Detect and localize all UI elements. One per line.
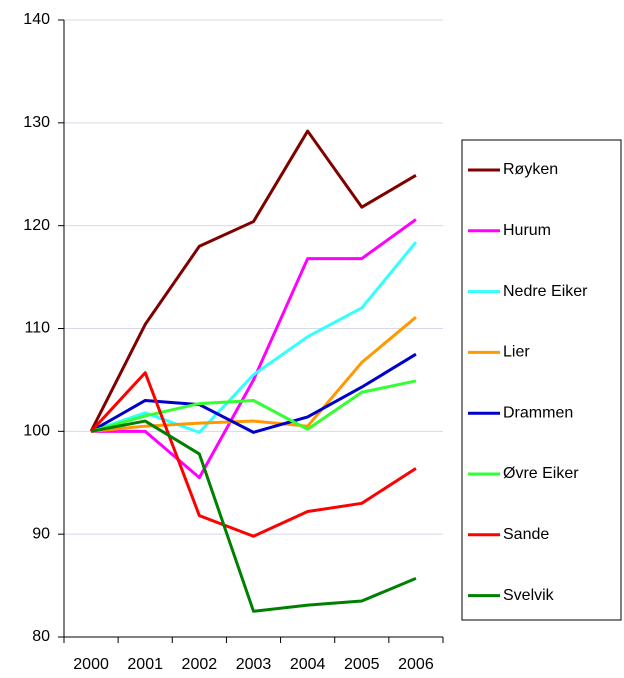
y-tick-label: 80 xyxy=(32,628,50,645)
y-tick-label: 90 xyxy=(32,525,50,542)
y-tick-label: 110 xyxy=(24,320,50,337)
legend-label: Nedre Eiker xyxy=(503,283,588,300)
legend-label: Drammen xyxy=(503,404,573,421)
series-line xyxy=(91,218,417,480)
x-tick-label: 2002 xyxy=(182,656,218,673)
legend-label: Lier xyxy=(503,344,530,361)
legend-label: Røyken xyxy=(503,161,558,178)
legend-label: Sande xyxy=(503,526,549,543)
series-line xyxy=(90,419,417,613)
series-line xyxy=(90,316,417,433)
x-tick-label: 2003 xyxy=(236,656,272,673)
x-tick-label: 2006 xyxy=(398,656,434,673)
legend-label: Svelvik xyxy=(503,587,555,604)
y-tick-label: 140 xyxy=(23,11,50,28)
x-tick-label: 2004 xyxy=(290,656,326,673)
x-tick-label: 2001 xyxy=(127,656,163,673)
legend-label: Hurum xyxy=(503,222,551,239)
x-tick-label: 2000 xyxy=(73,656,109,673)
legend-label: Øvre Eiker xyxy=(503,465,579,482)
series-line xyxy=(89,371,417,538)
y-tick-label: 120 xyxy=(23,217,50,234)
series-line xyxy=(90,379,417,433)
series-line xyxy=(90,352,417,434)
y-tick-label: 100 xyxy=(23,423,50,440)
x-tick-label: 2005 xyxy=(344,656,380,673)
y-tick-label: 130 xyxy=(23,114,50,131)
legend-box xyxy=(461,139,622,621)
series-line xyxy=(90,241,418,434)
series-line xyxy=(89,129,417,433)
